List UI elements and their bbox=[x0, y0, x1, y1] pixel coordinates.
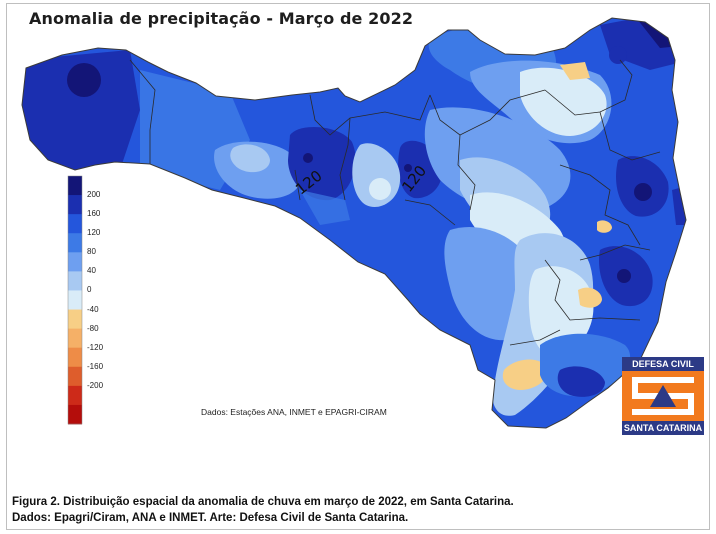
legend-tick-label: -160 bbox=[87, 361, 104, 371]
legend-swatch bbox=[68, 404, 82, 425]
region-boundaries bbox=[129, 59, 661, 346]
legend-tick-label: 40 bbox=[87, 266, 96, 276]
logo-bottom-text: SANTA CATARINA bbox=[622, 421, 704, 435]
state-boundary bbox=[21, 17, 687, 429]
legend-tick-label: -40 bbox=[87, 304, 99, 314]
legend-color-bar bbox=[67, 175, 83, 425]
legend-swatch bbox=[68, 271, 82, 291]
map-title: Anomalia de precipitação - Março de 2022 bbox=[29, 9, 414, 28]
figure-frame bbox=[6, 3, 710, 530]
legend-tick-label: -120 bbox=[87, 342, 104, 352]
legend-swatch bbox=[68, 233, 82, 253]
caption-line-1: Figura 2. Distribuição espacial da anoma… bbox=[12, 496, 514, 508]
logo-emblem-icon bbox=[632, 377, 694, 415]
legend-swatch bbox=[68, 385, 82, 406]
legend-tick-label: 160 bbox=[87, 209, 101, 219]
defesa-civil-logo: DEFESA CIVIL SANTA CATARINA bbox=[622, 357, 704, 435]
legend-swatch bbox=[68, 252, 82, 272]
caption-line-2: Dados: Epagri/Ciram, ANA e INMET. Arte: … bbox=[12, 512, 409, 524]
figure-caption: Figura 2. Distribuição espacial da anoma… bbox=[12, 494, 514, 526]
data-source-note: Dados: Estações ANA, INMET e EPAGRI-CIRA… bbox=[201, 407, 387, 417]
legend-swatch bbox=[68, 366, 82, 387]
legend-swatch bbox=[68, 214, 82, 234]
legend-swatch bbox=[68, 309, 82, 330]
logo-top-text: DEFESA CIVIL bbox=[622, 357, 704, 371]
legend-tick-label: 0 bbox=[87, 285, 92, 295]
legend-tick-label: 120 bbox=[87, 228, 101, 238]
legend-swatch bbox=[68, 176, 82, 196]
legend-tick-label: 80 bbox=[87, 247, 96, 257]
legend-tick-label: 200 bbox=[87, 190, 101, 200]
legend-swatch bbox=[68, 328, 82, 349]
legend-swatch bbox=[68, 290, 82, 310]
legend-tick-label: -80 bbox=[87, 323, 99, 333]
legend-tick-label: -200 bbox=[87, 380, 104, 390]
legend-swatch bbox=[68, 347, 82, 368]
legend-swatch bbox=[68, 195, 82, 215]
